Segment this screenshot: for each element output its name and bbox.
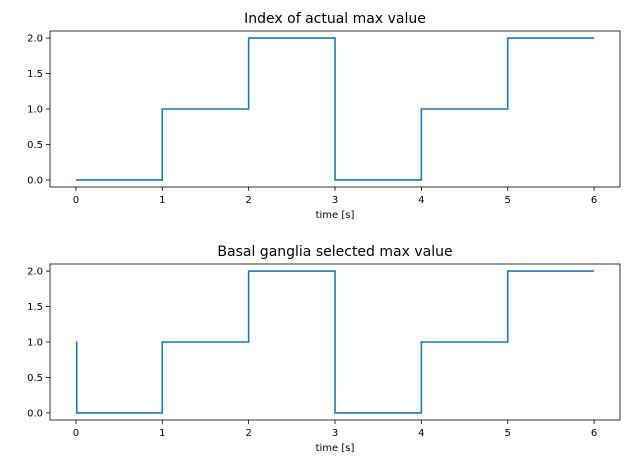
subplot-basal-ganglia-selected: Basal ganglia selected max value 0 1 2 3 4 5 6 0…	[27, 244, 621, 454]
y-tick-label: 0.5	[27, 373, 43, 384]
x-tick-label: 6	[591, 428, 597, 439]
y-tick-label: 1.0	[27, 105, 43, 116]
x-tick-label: 0	[73, 195, 79, 206]
y-tick-label: 1.0	[27, 338, 43, 349]
subplot-actual-max-index: Index of actual max value 0 1 2 3 4 5 6 0.0 0.5 1.…	[27, 11, 621, 221]
y-tick-label: 0.5	[27, 140, 43, 151]
chart-title: Basal ganglia selected max value	[217, 244, 452, 260]
y-tick-label: 1.5	[27, 302, 43, 313]
x-tick-label: 1	[159, 195, 165, 206]
chart-title: Index of actual max value	[244, 11, 426, 27]
y-tick-label: 1.5	[27, 69, 43, 80]
x-axis-label: time [s]	[316, 210, 355, 221]
y-tick-label: 0.0	[27, 408, 43, 419]
y-tick-label: 2.0	[27, 34, 43, 45]
series-line	[75, 270, 595, 414]
x-tick-label: 0	[73, 428, 79, 439]
x-tick-label: 6	[591, 195, 597, 206]
x-tick-label: 4	[418, 428, 424, 439]
x-tick-label: 5	[505, 195, 511, 206]
x-tick-label: 2	[245, 195, 251, 206]
x-tick-label: 3	[332, 428, 338, 439]
x-tick-label: 5	[505, 428, 511, 439]
x-tick-label: 2	[245, 428, 251, 439]
x-tick-label: 4	[418, 195, 424, 206]
x-tick-label: 1	[159, 428, 165, 439]
x-tick-label: 3	[332, 195, 338, 206]
y-tick-label: 2.0	[27, 267, 43, 278]
y-tick-label: 0.0	[27, 175, 43, 186]
series-line	[75, 37, 595, 181]
x-axis-label: time [s]	[316, 443, 355, 454]
